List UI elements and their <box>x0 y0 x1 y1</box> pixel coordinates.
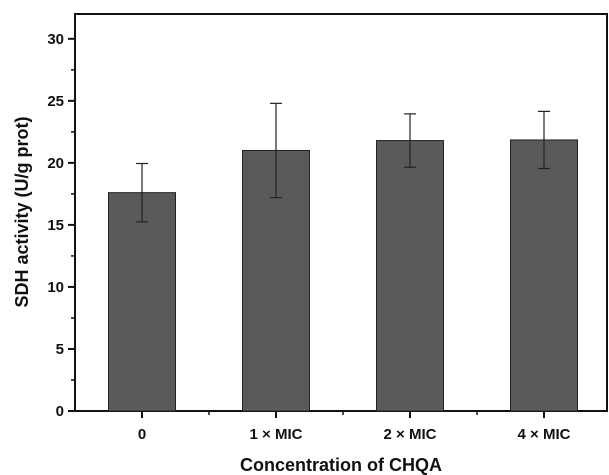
error-bars-group <box>136 102 550 223</box>
bar <box>108 192 176 412</box>
x-tick-label: 0 <box>138 426 146 443</box>
y-tick-label: 25 <box>47 93 64 110</box>
y-tick-label: 0 <box>56 403 64 420</box>
bar <box>510 139 578 412</box>
bar <box>376 140 444 412</box>
y-axis: 0 5 10 15 20 25 30 <box>47 31 75 420</box>
y-tick-label: 15 <box>47 217 64 234</box>
y-tick-label: 20 <box>47 155 64 172</box>
x-tick-label: 1 × MIC <box>250 426 303 443</box>
plot-frame <box>74 13 608 412</box>
y-axis-title: SDH activity (U/g prot) <box>12 116 32 307</box>
x-axis: 0 1 × MIC 2 × MIC 4 × MIC <box>138 411 571 443</box>
x-axis-title: Concentration of CHQA <box>240 455 442 475</box>
y-tick-label: 5 <box>56 341 64 358</box>
bars-group <box>108 139 578 412</box>
x-tick-label: 4 × MIC <box>518 426 571 443</box>
y-tick-label: 10 <box>47 279 64 296</box>
y-tick-label: 30 <box>47 31 64 48</box>
x-tick-label: 2 × MIC <box>384 426 437 443</box>
